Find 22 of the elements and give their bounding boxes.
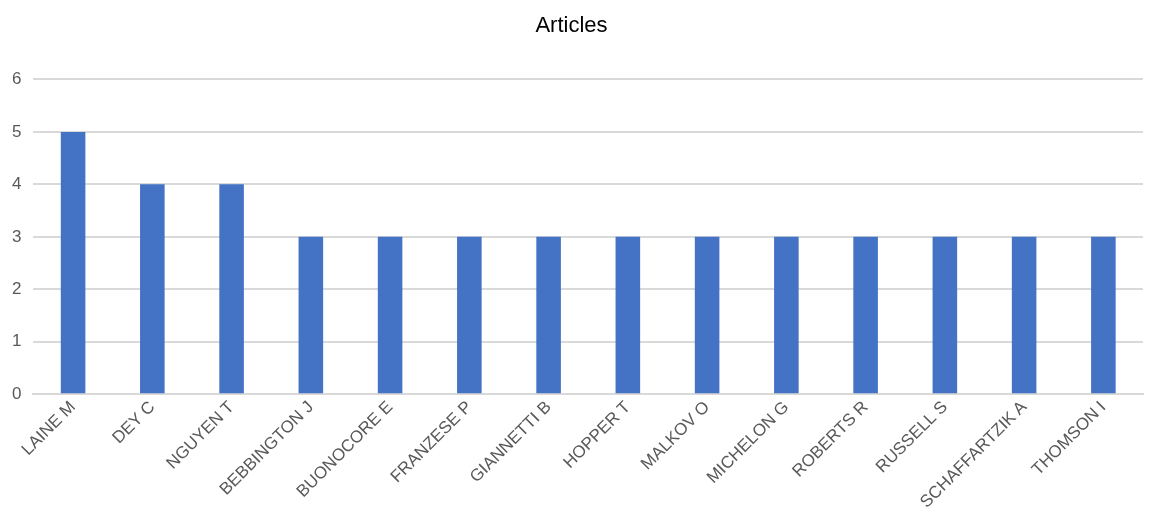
bar (60, 131, 86, 394)
bar (853, 236, 878, 394)
bar (1011, 236, 1037, 394)
y-tick-label: 6 (11, 69, 22, 89)
bar (694, 236, 720, 394)
bar (377, 236, 403, 394)
y-tick-label: 0 (11, 383, 22, 403)
bar (298, 236, 324, 394)
bar (615, 236, 641, 394)
y-tick-label: 3 (11, 226, 22, 246)
bar (536, 236, 561, 394)
bar (932, 236, 958, 394)
bar (774, 236, 799, 394)
bar (1091, 236, 1116, 394)
bar (457, 236, 482, 394)
y-tick-label: 1 (11, 331, 22, 351)
y-tick-label: 5 (11, 121, 22, 141)
y-tick-label: 2 (11, 279, 22, 298)
bar (140, 184, 165, 394)
chart-title: Articles (535, 12, 608, 38)
bar (219, 184, 244, 394)
y-tick-label: 4 (11, 174, 22, 194)
